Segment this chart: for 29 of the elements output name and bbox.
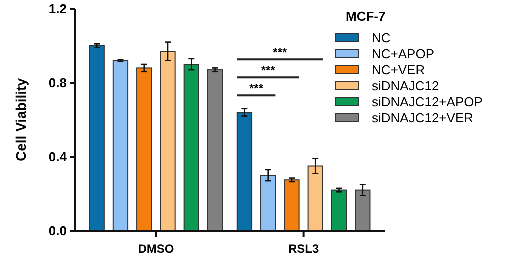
bar (284, 180, 300, 232)
annotation: *** (273, 46, 288, 60)
legend-label: siDNAJC12+APOP (372, 94, 483, 110)
y-tick-label: 0.4 (48, 150, 68, 165)
legend-label: siDNAJC12+VER (372, 110, 474, 126)
y-tick-label: 0.0 (48, 224, 67, 239)
legend-label: NC+APOP (372, 46, 434, 62)
y-tick-label: 0.8 (48, 76, 67, 91)
bar (236, 112, 253, 232)
bar (207, 70, 224, 232)
annotation: *** (250, 82, 264, 96)
x-tick-label: RSL3 (288, 242, 320, 256)
bar (308, 166, 324, 232)
legend-label: NC (372, 30, 391, 46)
bar (160, 51, 176, 232)
bar (355, 190, 371, 232)
legend-label: NC+VER (372, 62, 426, 78)
bar (260, 175, 276, 232)
y-axis-title: Cell Viability (13, 78, 29, 162)
bar (331, 190, 348, 232)
bar (112, 60, 129, 232)
y-tick-label: 1.2 (48, 2, 67, 17)
legend-title: MCF-7 (346, 9, 386, 24)
bar (89, 46, 105, 232)
bar (136, 68, 152, 232)
annotation: *** (261, 64, 276, 78)
x-tick-label: DMSO (138, 242, 174, 256)
legend-label: siDNAJC12 (372, 78, 440, 94)
bar (184, 64, 200, 232)
